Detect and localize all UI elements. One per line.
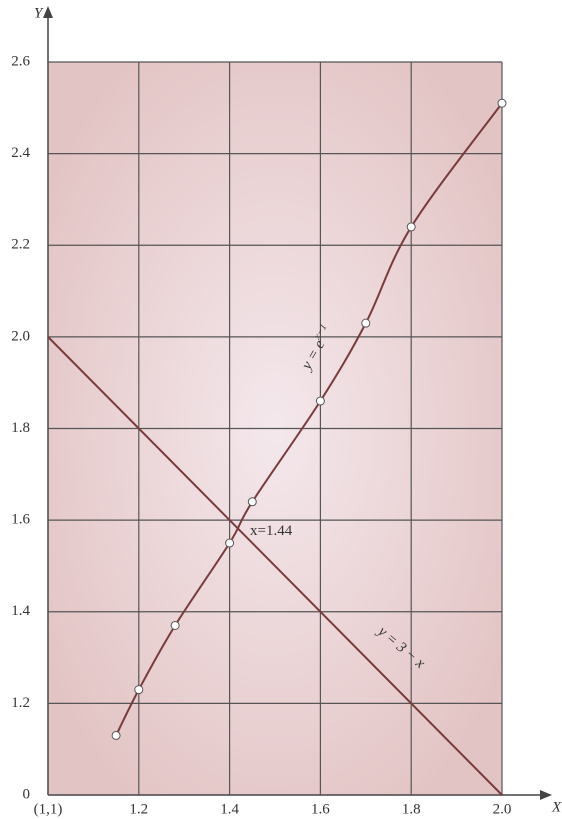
x-axis-label: X bbox=[551, 799, 562, 815]
series-line bbox=[47, 336, 503, 796]
point bbox=[247, 497, 257, 507]
annotation: x=1.44 bbox=[250, 523, 293, 539]
y-tick-label: 1.4 bbox=[11, 603, 30, 619]
x-tick-label: (1,1) bbox=[34, 801, 63, 817]
y-tick-label: 2.2 bbox=[11, 237, 30, 253]
x-tick-label: 1.8 bbox=[402, 801, 421, 817]
x-tick-label: 1.4 bbox=[220, 801, 239, 817]
y-tick-label: 1.8 bbox=[11, 420, 30, 436]
y-tick-label: 1.6 bbox=[11, 512, 30, 528]
point bbox=[170, 620, 180, 630]
x-tick-label: 1.2 bbox=[129, 801, 148, 817]
point bbox=[406, 222, 416, 232]
point bbox=[225, 538, 235, 548]
y-axis-label: Y bbox=[34, 5, 44, 21]
point bbox=[361, 318, 371, 328]
point bbox=[111, 730, 121, 740]
point bbox=[315, 396, 325, 406]
x-arrow bbox=[540, 790, 552, 800]
y-arrow bbox=[43, 6, 53, 18]
x-tick-label: 1.6 bbox=[311, 801, 330, 817]
point bbox=[497, 98, 507, 108]
y-tick-label: 2.0 bbox=[11, 328, 30, 344]
y-tick-label: 2.6 bbox=[11, 53, 30, 69]
point bbox=[134, 685, 144, 695]
y-tick-label: 0 bbox=[23, 786, 31, 802]
y-tick-label: 2.4 bbox=[11, 145, 30, 161]
x-tick-label: 2.0 bbox=[493, 801, 512, 817]
y-tick-label: 1.2 bbox=[11, 695, 30, 711]
